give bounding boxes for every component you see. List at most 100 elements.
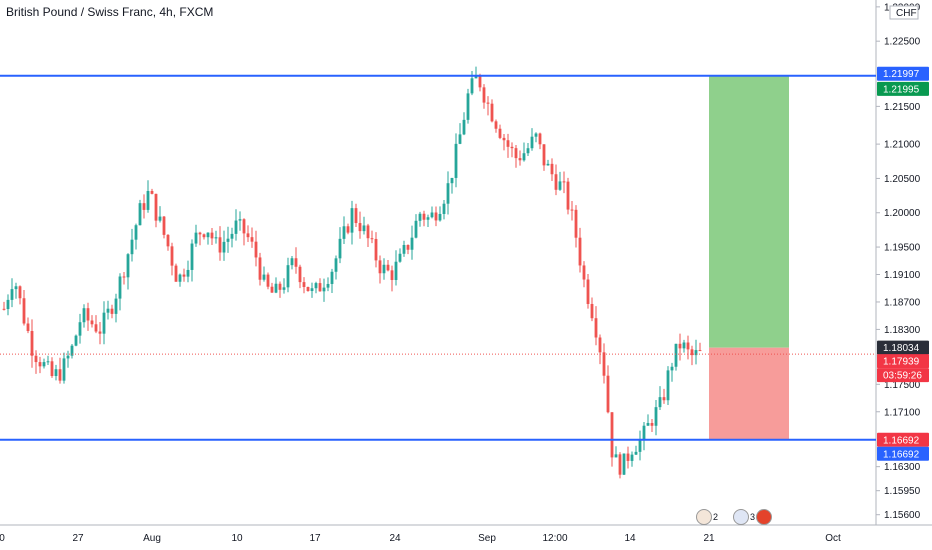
x-tick-label: 27: [72, 533, 84, 544]
candle-body: [10, 289, 14, 300]
candle-body: [282, 287, 286, 290]
candle-body: [138, 203, 142, 226]
candle-body: [386, 264, 390, 271]
candle-body: [390, 270, 394, 280]
candle-body: [230, 233, 234, 239]
candle-body: [486, 102, 490, 104]
candle-body: [166, 234, 170, 247]
candle-body: [634, 451, 638, 455]
candle-body: [126, 254, 130, 278]
candle-body: [218, 237, 222, 253]
candle-body: [310, 288, 314, 292]
candle-body: [594, 318, 598, 338]
resistance-tag-bg: [877, 66, 929, 81]
candle-body: [186, 269, 190, 277]
candle-body: [214, 237, 218, 239]
badge-count: 3: [750, 512, 756, 522]
candle-body: [646, 423, 650, 426]
candle-body: [498, 128, 502, 138]
candle-body: [58, 369, 62, 381]
stop-tag-bg: [877, 432, 929, 447]
candle-body: [306, 286, 310, 292]
candle-body: [190, 243, 194, 270]
candle-body: [442, 203, 446, 214]
candle-body: [242, 219, 246, 234]
calendar-badge-1[interactable]: 2: [696, 507, 719, 527]
candle-body: [154, 193, 158, 221]
candle-body: [546, 163, 550, 166]
candle-body: [502, 137, 506, 141]
candle-body: [114, 298, 118, 314]
candle-body: [130, 239, 134, 255]
candle-body: [326, 283, 330, 288]
candle-body: [254, 241, 258, 258]
candle-body: [446, 183, 450, 204]
candle-body: [294, 258, 298, 267]
candle-body: [222, 241, 226, 253]
candle-body: [578, 237, 582, 266]
candle-body: [122, 276, 126, 278]
candle-body: [454, 143, 458, 178]
candle-body: [106, 308, 110, 313]
candle-body: [362, 225, 366, 232]
candle-body: [494, 121, 498, 129]
candle-body: [374, 238, 378, 261]
candle-body: [482, 87, 486, 103]
candle-body: [322, 287, 326, 292]
candle-body: [238, 219, 242, 221]
y-tick-label: 1.17500: [884, 380, 921, 391]
candle-body: [398, 253, 402, 262]
candle-body: [258, 257, 262, 280]
candle-body: [470, 78, 474, 94]
candle-body: [602, 352, 606, 376]
candle-body: [54, 369, 58, 377]
candle-body: [350, 208, 354, 233]
candle-body: [18, 286, 22, 299]
candle-body: [426, 217, 430, 220]
y-tick-label: 1.19100: [884, 270, 921, 281]
candle-body: [554, 174, 558, 190]
y-tick-label: 1.21500: [884, 102, 921, 113]
candle-body: [558, 181, 562, 190]
candle-body: [70, 345, 74, 356]
candle-body: [574, 209, 578, 238]
swiss-flag-icon: [756, 509, 773, 525]
candle-body: [614, 454, 618, 458]
candle-body: [94, 324, 98, 332]
candle-body: [270, 286, 274, 293]
candle-body: [266, 274, 270, 287]
candle-body: [82, 308, 86, 323]
countdown-tag-bg: [877, 368, 929, 383]
candle-body: [346, 226, 350, 233]
candle-body: [6, 299, 10, 310]
candle-body: [402, 244, 406, 254]
y-tick-label: 1.20000: [884, 208, 921, 219]
candle-body: [406, 244, 410, 250]
entry-tag-bg: [877, 340, 929, 355]
candle-body: [182, 274, 186, 277]
candle-body: [662, 397, 666, 401]
candle-body: [610, 412, 614, 458]
candle-body: [550, 163, 554, 175]
candle-body: [590, 303, 594, 319]
badge-count: 2: [713, 512, 719, 522]
candle-body: [274, 283, 278, 293]
candle-body: [506, 140, 510, 147]
calendar-badge-2[interactable]: 3: [733, 507, 773, 527]
candle-body: [570, 209, 574, 211]
y-tick-label: 1.16300: [884, 462, 921, 473]
candle-body: [422, 213, 426, 220]
candle-body: [690, 349, 694, 356]
x-tick-label: Oct: [825, 533, 841, 544]
candle-body: [286, 265, 290, 288]
candle-body: [2, 308, 6, 310]
stop-tag: 1.16692: [883, 435, 920, 446]
candle-body: [146, 190, 150, 210]
currency-label: CHF: [896, 8, 917, 19]
candle-body: [338, 238, 342, 259]
candle-body: [414, 220, 418, 238]
candle-body: [250, 237, 254, 242]
x-tick-label: Sep: [478, 533, 496, 544]
candle-body: [382, 264, 386, 274]
